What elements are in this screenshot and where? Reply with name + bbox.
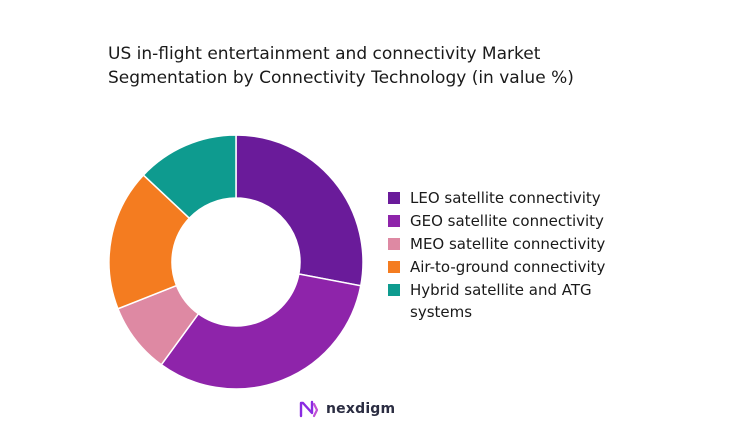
- donut-slice-2: [160, 273, 362, 390]
- chart-title-line-1: US in-flight entertainment and connectiv…: [108, 44, 541, 64]
- chart-title-line-2: Segmentation by Connectivity Technology …: [108, 68, 574, 88]
- legend-swatch: [388, 192, 400, 204]
- legend-swatch: [388, 261, 400, 273]
- chart-title: US in-flight entertainment and connectiv…: [108, 42, 668, 90]
- donut-slice-4: [108, 174, 191, 310]
- legend-label: Air-to-ground connectivity: [410, 258, 606, 276]
- legend-swatch: [388, 284, 400, 296]
- brand-logo: nexdigm: [298, 398, 395, 420]
- legend-label: LEO satellite connectivity: [410, 189, 601, 207]
- nexdigm-logo-icon: [299, 400, 319, 418]
- donut-slice-1: [235, 134, 364, 287]
- brand-name: nexdigm: [326, 401, 396, 417]
- legend-item: MEO satellite connectivity: [388, 233, 688, 255]
- legend-swatch: [388, 238, 400, 250]
- donut-slice-5: [142, 134, 237, 220]
- legend-swatch: [388, 215, 400, 227]
- legend-item: GEO satellite connectivity: [388, 210, 688, 232]
- legend-item: LEO satellite connectivity: [388, 187, 688, 209]
- legend-label: GEO satellite connectivity: [410, 212, 604, 230]
- legend-item: Air-to-ground connectivity: [388, 256, 688, 278]
- chart-legend: LEO satellite connectivity GEO satellite …: [388, 187, 688, 324]
- legend-label: Hybrid satellite and ATG systems: [410, 281, 592, 321]
- legend-label: MEO satellite connectivity: [410, 235, 606, 253]
- legend-item: Hybrid satellite and ATG systems: [388, 279, 688, 323]
